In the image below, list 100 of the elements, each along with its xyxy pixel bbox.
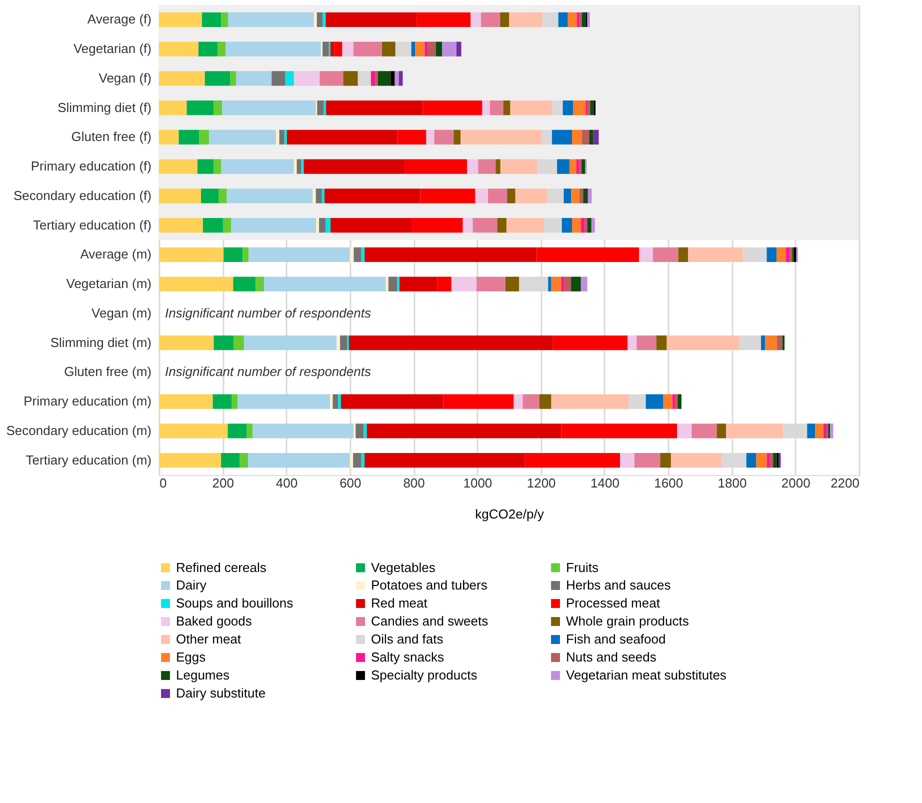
bar (232, 394, 238, 409)
legend-label: Vegetables (371, 560, 436, 575)
bar (552, 335, 628, 350)
bar (815, 424, 824, 438)
bar (159, 42, 198, 56)
bar (587, 12, 590, 28)
bar (541, 130, 552, 145)
bar (678, 394, 682, 409)
bar (404, 159, 467, 174)
bar (488, 188, 508, 204)
x-tick-label: 400 (276, 476, 298, 490)
bar (743, 247, 767, 262)
bar (551, 394, 630, 409)
bar (415, 42, 425, 56)
y-tick-label: Vegan (m) (92, 305, 152, 320)
bar (364, 452, 525, 468)
bar (388, 276, 398, 292)
bar (222, 218, 232, 233)
y-tick-label: Vegetarian (m) (66, 276, 152, 292)
bar (214, 100, 222, 116)
bar (593, 130, 599, 145)
bar (178, 130, 200, 145)
bar (576, 12, 580, 28)
bar (509, 12, 542, 28)
bar (326, 100, 423, 116)
bar (580, 218, 585, 233)
bar (159, 276, 234, 292)
bar (746, 452, 756, 468)
bar (765, 335, 777, 350)
bar (330, 218, 412, 233)
bar (582, 12, 586, 28)
bar (301, 159, 304, 174)
bar (557, 159, 570, 174)
bar (490, 100, 504, 116)
bar (248, 452, 350, 468)
bar (497, 218, 506, 233)
bar (358, 71, 371, 86)
bar (353, 452, 362, 468)
bar (294, 71, 320, 86)
bar (202, 218, 223, 233)
annotation: Insignificant number of respondents (165, 305, 372, 320)
bar (316, 12, 323, 28)
bar (375, 71, 378, 86)
legend-label: Salty snacks (371, 650, 444, 664)
bar (562, 100, 574, 116)
bar (159, 71, 205, 86)
bar (246, 424, 253, 438)
bar (590, 100, 594, 116)
bar (350, 452, 354, 468)
x-tick-label: 1000 (463, 476, 492, 490)
bar (561, 276, 564, 292)
bar (576, 159, 580, 174)
bar (304, 159, 405, 174)
x-tick-label: 1200 (526, 476, 556, 490)
bar (666, 335, 740, 350)
bar (228, 424, 246, 438)
bar (330, 394, 333, 409)
bar (234, 335, 244, 350)
bar (589, 130, 594, 145)
bar (159, 218, 203, 233)
bar (324, 100, 326, 116)
bar (629, 394, 646, 409)
bar (538, 159, 558, 174)
x-tick-label: 200 (212, 476, 234, 490)
legend-label: Red meat (371, 596, 428, 610)
bar (317, 100, 324, 116)
bar (296, 159, 302, 174)
bar (544, 218, 562, 233)
bar (467, 159, 478, 174)
bar (228, 12, 314, 28)
bar (294, 159, 297, 174)
bar (582, 130, 590, 145)
bar (579, 159, 582, 174)
bar (583, 188, 588, 204)
bar (442, 42, 456, 56)
bar (398, 71, 403, 86)
y-tick-label: Primary education (m) (24, 394, 152, 409)
bar (470, 12, 481, 28)
bar (286, 130, 398, 145)
bar (159, 159, 198, 174)
bar (571, 276, 581, 292)
bar (202, 12, 222, 28)
bar (500, 12, 509, 28)
bar (322, 42, 329, 56)
bar (231, 218, 316, 233)
bar (233, 276, 256, 292)
bar (201, 188, 218, 204)
bar (340, 335, 348, 350)
legend-label: Eggs (176, 650, 206, 664)
bar (564, 276, 572, 292)
bar (472, 218, 498, 233)
y-tick-label: Tertiary education (f) (33, 217, 152, 232)
bar (786, 247, 790, 262)
bar (500, 159, 538, 174)
bar (588, 188, 592, 204)
bar (256, 276, 264, 292)
x-tick-label: 1800 (718, 476, 747, 490)
bar (159, 394, 213, 409)
bar (221, 159, 294, 174)
bar (547, 188, 564, 204)
